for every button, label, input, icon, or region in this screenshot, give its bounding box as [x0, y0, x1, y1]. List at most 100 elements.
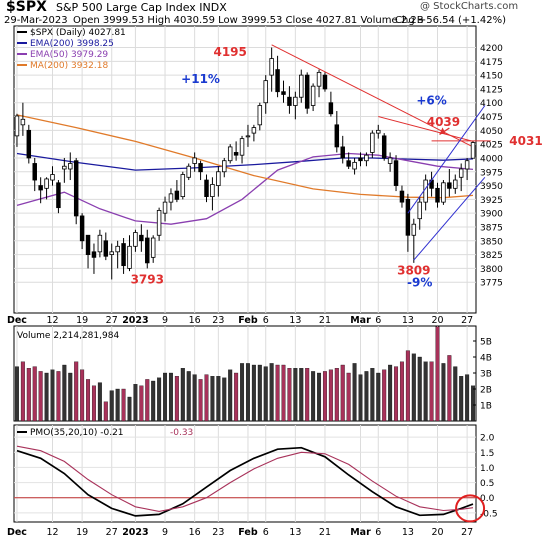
legend-swatch [17, 53, 27, 55]
candle [464, 157, 470, 181]
candle [103, 232, 109, 261]
candle-down [198, 163, 203, 173]
volume-bar [91, 385, 96, 421]
volume-bar [305, 368, 310, 421]
line-ema50 [16, 152, 474, 225]
candle [441, 180, 446, 205]
candle-down [73, 160, 79, 217]
legend-swatch [17, 42, 27, 44]
candle [192, 152, 197, 172]
price-y-tick: 3950 [480, 182, 503, 192]
volume-bar [328, 369, 333, 421]
candle [287, 86, 292, 114]
candle-up [68, 163, 73, 170]
pmo-x-tick: 13 [289, 527, 301, 538]
legend-label: EMA(50) 3979.29 [30, 50, 108, 60]
candle-up [411, 223, 417, 236]
candle [453, 174, 458, 194]
volume-bar [32, 366, 37, 421]
volume-bar [435, 326, 440, 421]
candle-down [334, 124, 340, 148]
volume-bar [352, 363, 357, 421]
candle [352, 157, 357, 175]
candle-down [358, 157, 363, 162]
volume-bar [80, 369, 85, 421]
volume-bar [204, 374, 209, 421]
price-x-tick: 13 [402, 315, 414, 326]
candle [251, 124, 257, 142]
volume-bar [376, 372, 381, 421]
volume-bar [388, 364, 393, 421]
candle [269, 47, 274, 92]
chart-credit: @ StockCharts.com [420, 1, 519, 12]
volume-y-tick: 1B [480, 402, 492, 412]
trendline-resistance [378, 116, 474, 142]
candle [91, 243, 97, 274]
candle-down [435, 187, 440, 203]
annotation-label: 4031 [509, 134, 542, 148]
candle-down [399, 190, 405, 203]
candle-down [275, 69, 280, 93]
candle [38, 177, 43, 204]
annotation-label: +11% [181, 72, 220, 86]
candle-up [269, 58, 274, 76]
candle-down [121, 243, 126, 267]
volume-bar [115, 388, 120, 421]
candle-up [192, 157, 197, 164]
candle [275, 55, 280, 98]
candle [186, 163, 191, 181]
legend-swatch [17, 31, 27, 33]
candle [470, 141, 476, 159]
candle-up [44, 178, 49, 189]
volume-bar [103, 401, 108, 421]
volume-bar [394, 366, 399, 421]
candle [56, 180, 61, 214]
volume-bar [14, 366, 19, 421]
volume-bar [216, 376, 221, 421]
candle [322, 72, 328, 92]
candle [222, 157, 227, 178]
candle-down [79, 215, 85, 242]
candle-up [180, 174, 186, 198]
candle-down [340, 146, 345, 159]
candle-up [227, 146, 233, 162]
candle [346, 152, 351, 169]
candle [14, 113, 20, 147]
candle [26, 124, 32, 164]
pmo-series-pmo [16, 446, 474, 517]
volume-y-tick: 2B [480, 386, 492, 396]
price-x-tick: Feb [238, 315, 258, 326]
candle [62, 157, 67, 183]
candle [387, 152, 393, 172]
price-x-tick: 21 [319, 315, 331, 326]
pmo-x-tick: 23 [212, 527, 224, 538]
candle-down [32, 163, 37, 181]
volume-bar [364, 371, 369, 421]
volume-bar [465, 374, 470, 421]
candle-up [245, 135, 251, 138]
pmo-y-tick: -0.5 [480, 509, 498, 519]
candle-up [310, 85, 316, 106]
price-y-tick: 3850 [480, 237, 503, 247]
candle-up [464, 160, 470, 170]
candle [127, 235, 132, 272]
candle [381, 133, 387, 161]
volume-bar [50, 369, 55, 421]
pmo-plot [16, 445, 474, 517]
candle [180, 171, 186, 200]
candle [198, 160, 203, 181]
candle-up [364, 154, 369, 162]
candle-down [139, 234, 144, 242]
volume-y-tick: 3B [480, 370, 492, 380]
candle-down [304, 74, 310, 109]
price-x-tick: 20 [431, 315, 443, 326]
candle [68, 152, 73, 181]
price-y-tick: 4200 [480, 44, 503, 54]
price-plot [14, 44, 476, 280]
candle [458, 163, 464, 192]
annotation-label: +6% [416, 94, 446, 108]
pmo-x-tick: 2023 [122, 527, 148, 538]
price-y-tick: 3925 [480, 196, 503, 206]
volume-bar [151, 380, 156, 421]
candle [97, 229, 103, 258]
